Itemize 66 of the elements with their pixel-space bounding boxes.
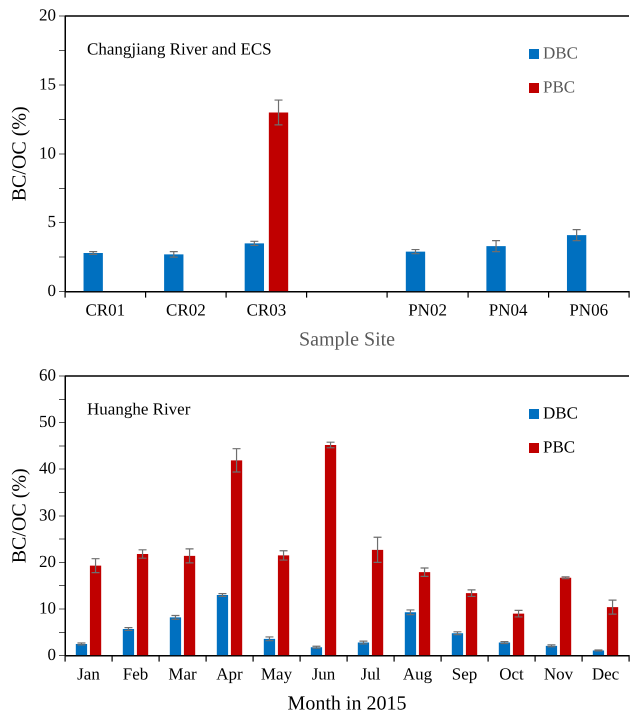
bar: [184, 556, 196, 656]
bar: [466, 593, 478, 656]
bar: [486, 246, 506, 292]
bar: [358, 642, 370, 656]
bar: [164, 254, 184, 292]
x-tick-label: Aug: [402, 664, 433, 684]
x-tick-label: May: [260, 664, 293, 684]
bar: [606, 607, 618, 656]
y-tick-label: 40: [39, 458, 56, 478]
y-tick-label: 10: [39, 143, 56, 162]
legend-label: DBC: [543, 403, 578, 422]
x-tick-label: Nov: [544, 664, 574, 684]
x-tick-label: Mar: [168, 664, 197, 684]
legend-label: PBC: [543, 437, 576, 456]
bar: [244, 243, 264, 292]
bar: [84, 253, 103, 292]
x-tick-label: Oct: [499, 664, 524, 684]
y-tick-label: 0: [48, 645, 56, 664]
x-axis-title: Month in 2015: [288, 692, 406, 714]
bar: [230, 460, 242, 656]
bar: [324, 444, 336, 656]
x-axis-title: Sample Site: [298, 328, 396, 350]
bar: [372, 550, 384, 656]
bar: [268, 112, 288, 292]
x-tick-label: CR01: [85, 300, 126, 320]
bar: [452, 633, 464, 656]
y-tick-label: 10: [39, 598, 56, 618]
y-axis-title: BC/OC (%): [8, 468, 30, 564]
y-tick-label: 20: [39, 5, 56, 24]
bar: [136, 554, 148, 656]
x-tick-label: Jan: [77, 664, 100, 684]
bar: [418, 572, 430, 656]
bar: [406, 252, 426, 292]
bar: [90, 566, 102, 656]
bar: [498, 642, 510, 656]
bar: [170, 617, 182, 656]
y-tick-label: 50: [39, 412, 56, 432]
x-tick-label: PN04: [488, 300, 528, 320]
bar: [560, 578, 572, 656]
legend-label: DBC: [543, 43, 578, 62]
bar: [278, 555, 290, 656]
y-tick-label: 15: [39, 74, 56, 94]
bar: [216, 595, 228, 656]
x-tick-label: Jul: [360, 664, 381, 684]
y-tick-label: 5: [48, 212, 56, 232]
x-tick-label: CR03: [246, 300, 286, 320]
y-axis-title: BC/OC (%): [8, 106, 30, 202]
annotation: Changjiang River and ECS: [87, 39, 272, 58]
annotation: Huanghe River: [87, 399, 191, 418]
legend-label: PBC: [543, 77, 576, 96]
x-tick-label: Dec: [592, 664, 620, 684]
bar: [512, 614, 524, 656]
y-tick-label: 20: [39, 552, 56, 571]
x-tick-label: Apr: [216, 664, 244, 684]
bar: [566, 235, 586, 292]
y-tick-label: 30: [39, 505, 56, 524]
bar: [404, 612, 416, 656]
x-tick-label: CR02: [166, 300, 206, 320]
x-tick-label: PN06: [569, 300, 608, 320]
bar: [122, 629, 134, 656]
x-tick-label: Sep: [452, 664, 478, 684]
y-tick-label: 60: [39, 365, 56, 384]
x-tick-label: PN02: [408, 300, 447, 320]
y-tick-label: 0: [48, 281, 56, 300]
x-tick-label: Jun: [312, 664, 336, 684]
x-tick-label: Feb: [122, 664, 148, 684]
